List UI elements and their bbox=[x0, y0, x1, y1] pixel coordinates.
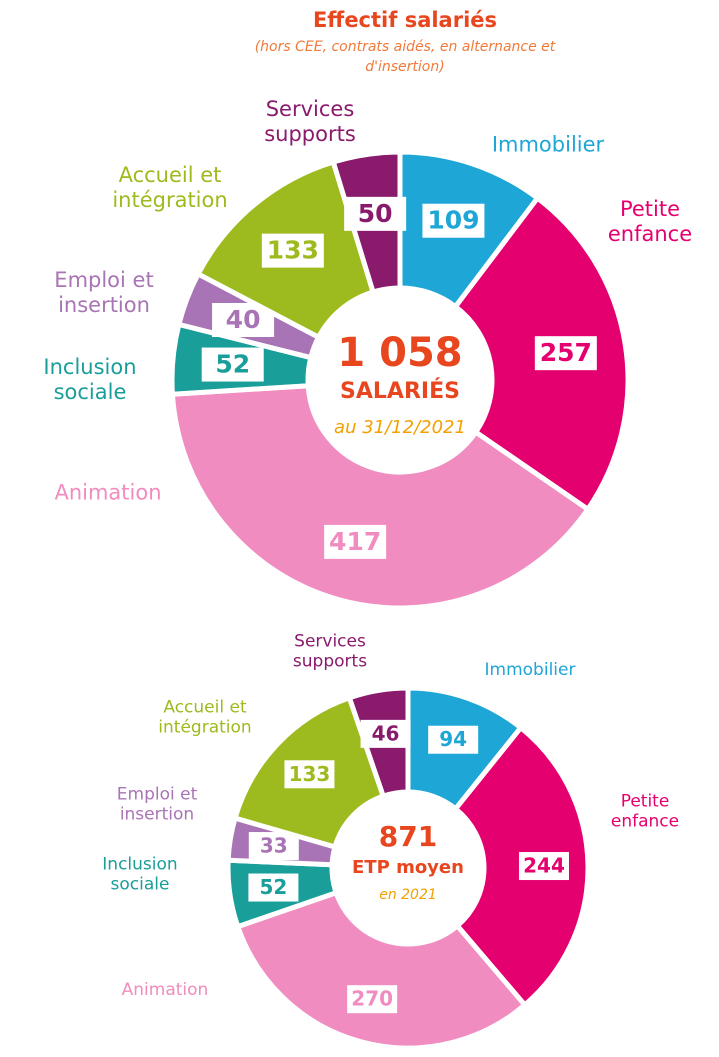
donut-slice bbox=[234, 889, 529, 1051]
center-text: en 2021 bbox=[379, 887, 437, 903]
value-label: 52 bbox=[215, 350, 250, 379]
category-label: Accueil et intégration bbox=[112, 162, 228, 212]
value-label: 50 bbox=[358, 199, 393, 228]
value-label: 40 bbox=[226, 305, 261, 334]
value-box bbox=[360, 719, 411, 748]
category-label: Immobilier bbox=[484, 659, 576, 680]
value-label: 46 bbox=[372, 721, 400, 745]
category-label: Animation bbox=[54, 480, 162, 505]
donut-hole bbox=[312, 292, 488, 468]
value-box bbox=[248, 832, 299, 861]
category-label: Petite enfance bbox=[607, 196, 693, 246]
value-box bbox=[261, 233, 324, 268]
value-label: 33 bbox=[260, 834, 288, 858]
value-box bbox=[534, 336, 597, 371]
value-label: 109 bbox=[427, 206, 479, 235]
chart-subtitle: (hors CEE, contrats aidés, en alternance… bbox=[254, 39, 556, 75]
value-box bbox=[347, 985, 398, 1014]
category-label: Petite enfance bbox=[610, 791, 680, 832]
category-label: Services supports bbox=[264, 96, 356, 146]
donut-hole bbox=[336, 796, 480, 940]
value-label: 257 bbox=[540, 338, 592, 367]
chart-title: Effectif salariés bbox=[312, 8, 498, 32]
category-label: Inclusion sociale bbox=[102, 854, 178, 895]
value-label: 133 bbox=[289, 762, 331, 786]
category-label: Services supports bbox=[292, 631, 368, 672]
category-label: Inclusion sociale bbox=[43, 354, 137, 404]
value-label: 270 bbox=[351, 987, 393, 1011]
donut-slice bbox=[169, 383, 592, 611]
category-label: Immobilier bbox=[491, 132, 605, 157]
value-label: 52 bbox=[259, 875, 287, 899]
value-box bbox=[344, 196, 407, 231]
center-text: SALARIÉS bbox=[340, 378, 460, 404]
center-text: 871 bbox=[379, 820, 437, 853]
value-label: 417 bbox=[329, 527, 381, 556]
value-box bbox=[248, 873, 299, 902]
value-label: 133 bbox=[267, 236, 319, 265]
value-box bbox=[201, 347, 264, 382]
value-box bbox=[324, 524, 387, 559]
category-label: Accueil et intégration bbox=[158, 697, 252, 738]
category-label: Emploi et insertion bbox=[116, 784, 198, 825]
center-text: au 31/12/2021 bbox=[334, 417, 466, 438]
value-box bbox=[422, 203, 485, 238]
value-label: 94 bbox=[439, 727, 467, 751]
center-text: 1 058 bbox=[337, 330, 462, 376]
category-label: Animation bbox=[121, 979, 209, 1000]
value-box bbox=[284, 760, 335, 789]
value-label: 244 bbox=[523, 854, 565, 878]
value-box bbox=[518, 852, 569, 881]
center-text: ETP moyen bbox=[352, 857, 464, 878]
category-label: Emploi et insertion bbox=[54, 267, 154, 317]
value-box bbox=[428, 725, 479, 754]
